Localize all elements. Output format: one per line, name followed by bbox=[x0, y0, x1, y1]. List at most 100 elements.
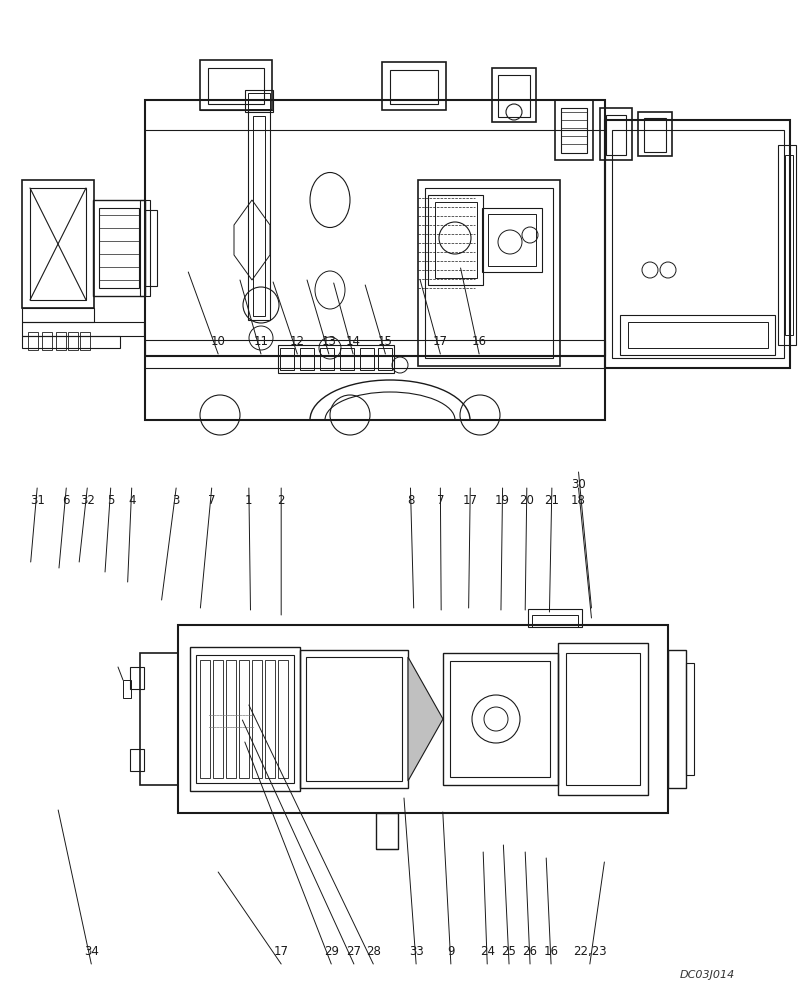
Bar bbox=[145, 100, 605, 420]
Bar bbox=[435, 202, 477, 278]
Bar bbox=[644, 118, 666, 152]
Bar bbox=[450, 661, 550, 777]
Text: 28: 28 bbox=[366, 945, 381, 958]
Bar bbox=[686, 663, 694, 775]
Text: 20: 20 bbox=[520, 494, 534, 507]
Text: 5: 5 bbox=[107, 494, 115, 507]
Bar bbox=[300, 650, 408, 788]
Bar bbox=[200, 60, 272, 110]
Text: 4: 4 bbox=[128, 494, 136, 507]
Bar bbox=[140, 653, 178, 785]
Bar bbox=[360, 348, 374, 370]
Text: 3: 3 bbox=[172, 494, 180, 507]
Text: 12: 12 bbox=[290, 335, 305, 348]
Bar bbox=[200, 660, 210, 778]
Bar bbox=[145, 340, 605, 356]
Text: 22,23: 22,23 bbox=[573, 945, 607, 958]
Text: 17: 17 bbox=[463, 494, 478, 507]
Bar bbox=[492, 68, 536, 122]
Bar bbox=[528, 609, 582, 627]
Text: 30: 30 bbox=[571, 478, 586, 491]
Text: 18: 18 bbox=[571, 494, 586, 507]
Bar bbox=[248, 93, 270, 109]
Bar bbox=[68, 332, 78, 350]
Bar bbox=[80, 332, 90, 350]
Bar bbox=[265, 660, 275, 778]
Text: 25: 25 bbox=[502, 945, 516, 958]
Text: ────────────────: ──────────────── bbox=[208, 712, 254, 718]
Bar bbox=[558, 643, 648, 795]
Bar bbox=[340, 348, 354, 370]
Bar bbox=[278, 345, 394, 373]
Bar bbox=[566, 653, 640, 785]
Bar bbox=[208, 68, 264, 104]
Text: ────────────────: ──────────────── bbox=[208, 724, 254, 730]
Text: 1: 1 bbox=[245, 494, 253, 507]
Bar bbox=[600, 108, 632, 160]
Bar bbox=[28, 332, 38, 350]
Bar bbox=[376, 813, 398, 849]
Bar bbox=[248, 110, 270, 320]
Bar bbox=[638, 112, 672, 156]
Text: DC03J014: DC03J014 bbox=[680, 970, 735, 980]
Bar bbox=[252, 660, 262, 778]
Bar bbox=[226, 660, 236, 778]
Bar bbox=[488, 214, 536, 266]
Text: 10: 10 bbox=[211, 335, 225, 348]
Text: 2: 2 bbox=[277, 494, 285, 507]
Text: 32: 32 bbox=[80, 494, 95, 507]
Text: 16: 16 bbox=[544, 945, 558, 958]
Bar bbox=[498, 75, 530, 117]
Bar bbox=[668, 650, 686, 788]
Text: 17: 17 bbox=[274, 945, 288, 958]
Bar bbox=[606, 115, 626, 155]
Bar bbox=[42, 332, 52, 350]
Polygon shape bbox=[408, 657, 443, 781]
Bar bbox=[390, 70, 438, 104]
Text: 14: 14 bbox=[346, 335, 360, 348]
Bar bbox=[561, 108, 587, 153]
Text: 24: 24 bbox=[480, 945, 494, 958]
Bar bbox=[382, 62, 446, 110]
Bar bbox=[145, 210, 157, 286]
Bar bbox=[443, 653, 558, 785]
Bar bbox=[30, 188, 86, 300]
Bar bbox=[213, 660, 223, 778]
Text: 8: 8 bbox=[406, 494, 415, 507]
Bar bbox=[785, 155, 793, 335]
Text: 9: 9 bbox=[447, 945, 455, 958]
Text: 33: 33 bbox=[409, 945, 423, 958]
Bar bbox=[130, 749, 144, 771]
Text: 29: 29 bbox=[324, 945, 339, 958]
Text: 19: 19 bbox=[495, 494, 510, 507]
Bar bbox=[620, 315, 775, 355]
Text: 7: 7 bbox=[436, 494, 444, 507]
Text: 16: 16 bbox=[472, 335, 486, 348]
Bar bbox=[245, 90, 273, 112]
Bar bbox=[56, 332, 66, 350]
Bar bbox=[178, 625, 668, 813]
Text: 27: 27 bbox=[347, 945, 361, 958]
Text: 17: 17 bbox=[433, 335, 448, 348]
Text: 31: 31 bbox=[30, 494, 44, 507]
Bar bbox=[778, 145, 796, 345]
Text: 15: 15 bbox=[378, 335, 393, 348]
Bar bbox=[532, 615, 578, 627]
Bar bbox=[140, 200, 150, 296]
Text: 26: 26 bbox=[523, 945, 537, 958]
Bar bbox=[196, 655, 294, 783]
Bar bbox=[306, 657, 402, 781]
Bar bbox=[418, 180, 560, 366]
Bar bbox=[300, 348, 314, 370]
Bar bbox=[22, 308, 94, 322]
Bar bbox=[482, 208, 542, 272]
Bar bbox=[612, 130, 784, 358]
Bar bbox=[22, 322, 144, 336]
Bar bbox=[253, 116, 265, 316]
Bar bbox=[280, 348, 294, 370]
Bar bbox=[628, 322, 768, 348]
Text: 13: 13 bbox=[322, 335, 336, 348]
Bar bbox=[425, 188, 553, 358]
Bar bbox=[22, 336, 120, 348]
Bar bbox=[99, 208, 139, 288]
